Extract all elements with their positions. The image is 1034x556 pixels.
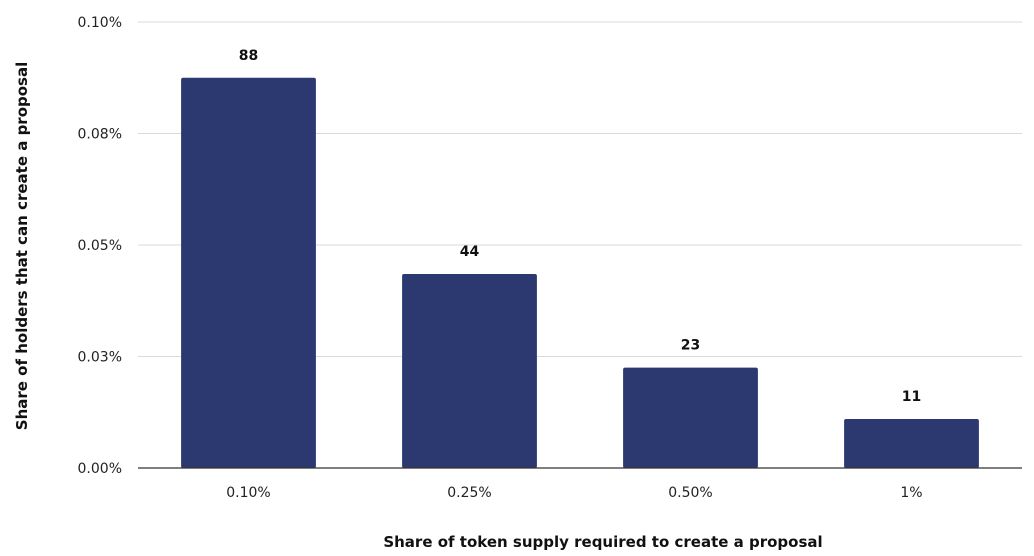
y-tick-label: 0.00% bbox=[78, 461, 122, 477]
x-tick-label: 1% bbox=[900, 485, 922, 501]
data-label: 23 bbox=[681, 338, 700, 354]
bars bbox=[181, 77, 979, 468]
x-tick-label: 0.10% bbox=[226, 485, 270, 501]
y-axis-title: Share of holders that can create a propo… bbox=[13, 62, 31, 430]
x-tick-label: 0.50% bbox=[668, 485, 712, 501]
y-tick-label: 0.08% bbox=[78, 127, 122, 143]
y-tick-label: 0.05% bbox=[78, 238, 122, 254]
data-label: 11 bbox=[902, 389, 921, 405]
bar bbox=[181, 77, 316, 468]
data-labels: 88 44 23 11 bbox=[239, 48, 921, 405]
x-axis-ticks: 0.10% 0.25% 0.50% 1% bbox=[226, 485, 922, 501]
bar bbox=[402, 273, 537, 468]
y-tick-label: 0.10% bbox=[78, 15, 122, 31]
bar bbox=[844, 418, 979, 468]
bar bbox=[623, 367, 758, 468]
data-label: 88 bbox=[239, 48, 258, 64]
y-axis-ticks: 0.00% 0.03% 0.05% 0.08% 0.10% bbox=[78, 15, 122, 477]
x-tick-label: 0.25% bbox=[447, 485, 491, 501]
x-axis-title: Share of token supply required to create… bbox=[383, 533, 822, 551]
y-tick-label: 0.03% bbox=[78, 350, 122, 366]
data-label: 44 bbox=[460, 244, 480, 260]
